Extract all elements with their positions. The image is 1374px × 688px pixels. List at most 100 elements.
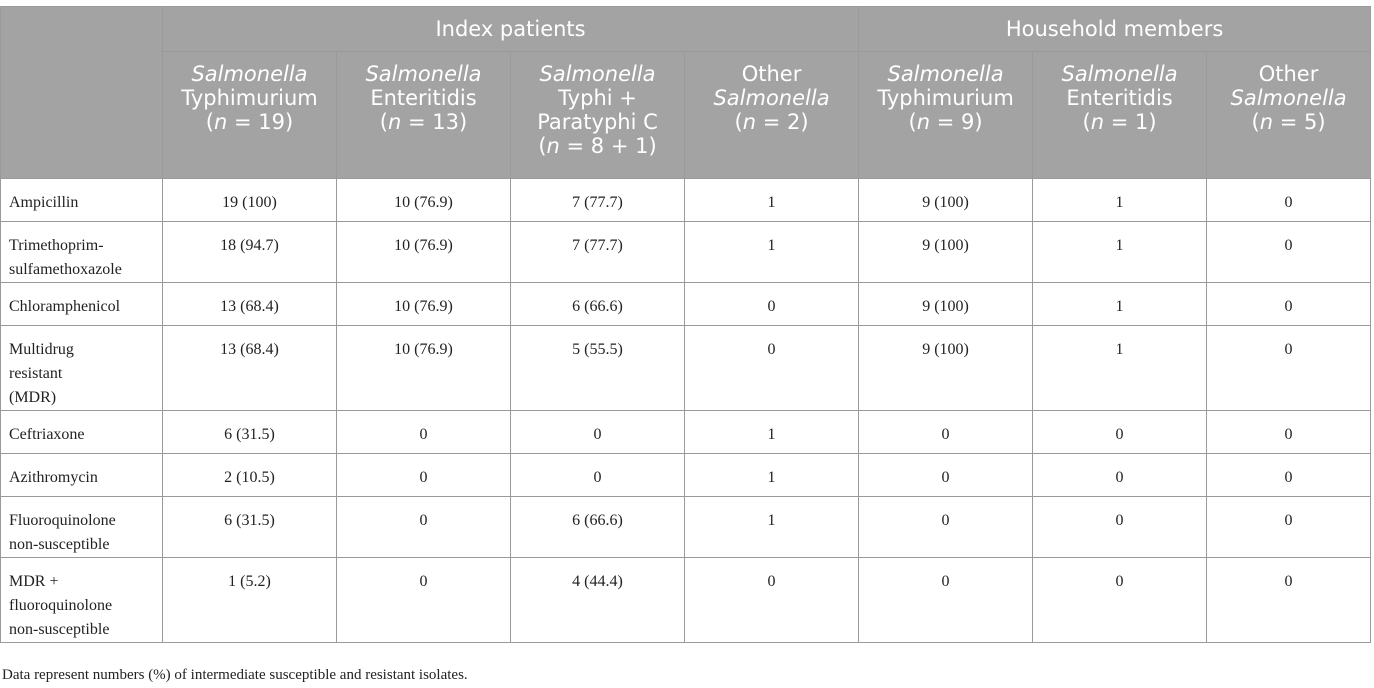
table-cell: 0 [1206,178,1372,222]
table-cell: 1 [1032,221,1208,283]
row-label-line: (MDR) [9,389,57,406]
column-header: Other Salmonella (n = 2) [683,51,860,179]
table-cell: 10 (76.9) [336,221,511,283]
table-cell: 0 [858,496,1034,558]
table-cell: 0 [1206,453,1372,497]
row-label-line: MDR + [9,573,59,590]
column-header-line: Other [1258,62,1319,86]
table-cell: 0 [336,453,511,497]
table-row: Multidrug resistant (MDR) 13 (68.4) 10 (76.9… [0,325,1372,411]
table-cell: 5 (55.5) [510,325,685,411]
table-row: Ampicillin 19 (100) 10 (76.9) 7 (77.7) 1 9 (1… [0,178,1372,222]
row-label: Ceftriaxone [0,410,163,454]
table-cell: 0 [1032,453,1208,497]
table-cell: 1 [1032,282,1208,326]
column-header-line: (n = 1) [1082,110,1157,134]
column-header-line: Salmonella [1061,62,1178,86]
table-row: Ceftriaxone 6 (31.5) 0 0 1 0 0 0 [0,410,1372,454]
table-cell: 0 [1032,557,1208,643]
table-cell: 0 [1206,410,1372,454]
column-header: Salmonella Typhimurium (n = 9) [858,51,1034,179]
table-cell: 0 [1032,410,1208,454]
column-header-line: (n = 2) [734,110,809,134]
column-header-line: (n = 9) [908,110,983,134]
column-header-line: Enteritidis [1066,86,1173,110]
table-cell: 0 [1206,557,1372,643]
results-table: Index patients Household members Salmone… [0,6,1372,643]
column-header-line: Salmonella [191,62,308,86]
column-header-line: (n = 5) [1251,110,1326,134]
table-cell: 0 [858,410,1034,454]
table-cell: 1 [683,496,860,558]
column-header-line: Salmonella [539,62,656,86]
table-cell: 2 (10.5) [162,453,337,497]
table-cell: 0 [1032,496,1208,558]
table-cell: 0 [683,325,860,411]
table-cell: 0 [1206,325,1372,411]
column-header-line: (n = 8 + 1) [538,134,657,158]
table-row: MDR + fluoroquinolone non-susceptible 1 (5.… [0,557,1372,643]
row-label-line: Ampicillin [9,194,79,211]
column-header-line: Salmonella [365,62,482,86]
table-cell: 0 [510,410,685,454]
table-cell: 1 [1032,178,1208,222]
row-label-line: Ceftriaxone [9,426,85,443]
table-cell: 0 [1206,221,1372,283]
row-label: Chloramphenicol [0,282,163,326]
table-cell: 9 (100) [858,178,1034,222]
table-cell: 7 (77.7) [510,178,685,222]
column-header-line: Typhimurium [181,86,318,110]
column-header: Salmonella Enteritidis (n = 1) [1032,51,1208,179]
row-label-line: non-susceptible [9,536,110,553]
row-label-line: resistant [9,365,63,382]
table-footnote: Data represent numbers (%) of intermedia… [2,667,468,683]
column-header-line: Salmonella [1230,86,1347,110]
table-cell: 6 (66.6) [510,282,685,326]
table-cell: 0 [858,557,1034,643]
table-cell: 1 [683,178,860,222]
table-cell: 19 (100) [162,178,337,222]
group-header-household-members: Household members [858,6,1372,52]
table-cell: 0 [336,410,511,454]
column-header: Other Salmonella (n = 5) [1206,51,1372,179]
table-cell: 7 (77.7) [510,221,685,283]
table-body: Ampicillin 19 (100) 10 (76.9) 7 (77.7) 1 9 (1… [0,178,1372,643]
column-header-line: (n = 13) [379,110,468,134]
table-cell: 9 (100) [858,325,1034,411]
group-header-index-patients: Index patients [161,6,860,52]
table-cell: 0 [1206,282,1372,326]
table-cell: 10 (76.9) [336,178,511,222]
table-cell: 13 (68.4) [162,282,337,326]
table-cell: 1 [1032,325,1208,411]
row-label: Multidrug resistant (MDR) [0,325,163,411]
table-cell: 10 (76.9) [336,325,511,411]
table-cell: 1 [683,410,860,454]
column-header-line: (n = 19) [205,110,294,134]
table-cell: 4 (44.4) [510,557,685,643]
row-label-line: fluoroquinolone [9,597,113,614]
table-cell: 1 [683,453,860,497]
table-cell: 9 (100) [858,282,1034,326]
row-label-line: sulfamethoxazole [9,261,122,278]
table-cell: 6 (31.5) [162,410,337,454]
column-header: Salmonella Typhi + Paratyphi C (n = 8 + 1) [510,51,685,179]
column-header-line: Other [741,62,802,86]
column-header: Salmonella Enteritidis (n = 13) [336,51,511,179]
table-cell: 6 (66.6) [510,496,685,558]
row-label: Trimethoprim-sulfamethoxazole [0,221,163,283]
table-cell: 0 [858,453,1034,497]
column-header-line: Typhimurium [877,86,1014,110]
table-cell: 10 (76.9) [336,282,511,326]
column-header: Salmonella Typhimurium (n = 19) [162,51,337,179]
column-header-line: Salmonella [887,62,1004,86]
column-header-line: Salmonella [713,86,830,110]
column-header-line: Paratyphi C [537,110,658,134]
row-label: Fluoroquinolone non-susceptible [0,496,163,558]
table-cell: 0 [683,282,860,326]
table-row: Azithromycin 2 (10.5) 0 0 1 0 0 0 [0,453,1372,497]
row-label-line: Multidrug [9,341,74,358]
column-header-line: Enteritidis [370,86,477,110]
subheader-row: Salmonella Typhimurium (n = 19) Salmonella E… [1,51,1372,179]
row-label-line: Chloramphenicol [9,298,121,315]
row-label-line: Fluoroquinolone [9,512,116,529]
